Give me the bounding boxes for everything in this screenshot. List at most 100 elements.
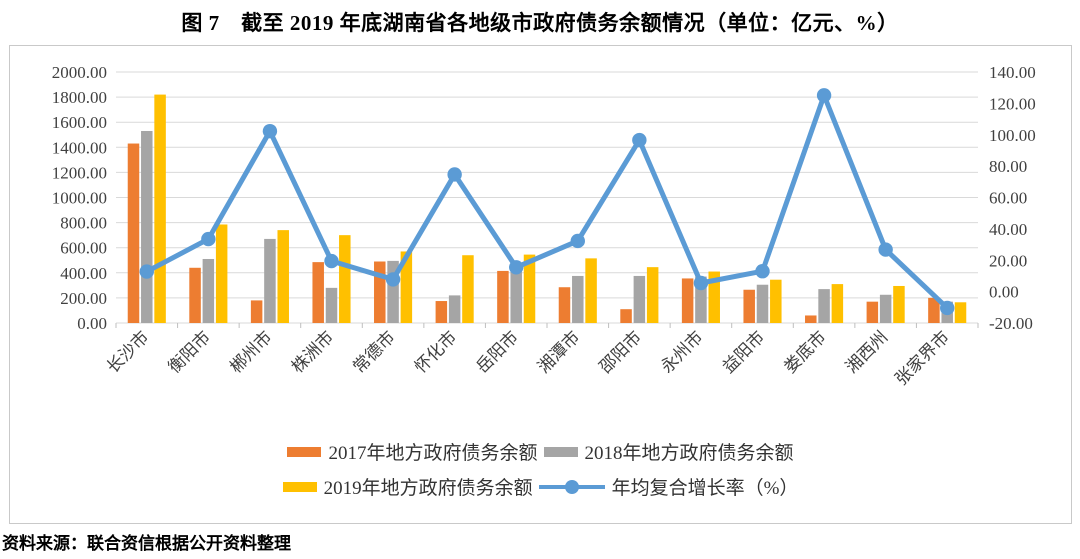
bar <box>572 275 584 323</box>
line-marker <box>385 272 401 287</box>
bar <box>523 254 536 323</box>
legend-label-growth-rate: 年均复合增长率（%） <box>611 478 799 499</box>
line-marker <box>324 253 339 269</box>
left-axis-tick-label: 2000.00 <box>52 63 107 82</box>
x-axis-label: 湘西州 <box>842 327 891 376</box>
chart-area: 0.00 200.00 400.00 600.00 800.00 1000.00 1200.… <box>9 45 1072 524</box>
legend-label-2017: 2017年地方政府债务余额 <box>328 443 538 464</box>
bar <box>497 270 509 323</box>
line-marker <box>693 275 709 291</box>
left-axis-tick-label: 1600.00 <box>52 113 107 132</box>
right-axis-tick-label: 60.00 <box>989 189 1027 208</box>
line-marker <box>201 231 216 247</box>
x-axis-label: 株洲市 <box>288 327 337 376</box>
legend-item-growth-rate: 年均复合增长率（%） <box>538 473 799 500</box>
x-axis-label: 永州市 <box>657 327 706 376</box>
bar <box>277 230 289 323</box>
bar <box>770 279 782 323</box>
line-marker <box>755 264 770 279</box>
legend-label-2018: 2018年地方政府债务余额 <box>584 443 794 464</box>
legend-line-marker-icon <box>538 479 605 495</box>
right-axis-tick-label: 0.00 <box>989 283 1019 302</box>
bar <box>879 294 892 323</box>
bar <box>805 315 817 323</box>
legend-item-2019: 2019年地方政府债务余额 <box>282 473 533 500</box>
line-marker <box>139 264 154 279</box>
right-axis-tick-label: 40.00 <box>989 220 1027 239</box>
bar <box>866 301 879 323</box>
legend-swatch-2018 <box>543 446 578 457</box>
bar <box>387 260 399 323</box>
left-axis-tick-label: 200.00 <box>60 289 107 308</box>
bar <box>400 251 413 323</box>
left-axis-tick-label: 600.00 <box>60 239 107 258</box>
left-axis-tick-label: 1800.00 <box>52 88 107 107</box>
right-axis-tick-label: 140.00 <box>989 63 1036 82</box>
bar <box>339 235 351 323</box>
x-axis-label: 常德市 <box>349 327 398 376</box>
legend-row-1: 2017年地方政府债务余额 2018年地方政府债务余额 <box>287 438 794 465</box>
bar <box>215 224 228 323</box>
line-marker <box>509 260 524 275</box>
line-marker <box>447 167 462 182</box>
left-axis-tick-label: 800.00 <box>60 214 107 233</box>
x-axis-label: 益阳市 <box>719 327 768 376</box>
x-axis-label: 邵阳市 <box>596 327 645 376</box>
legend-row-2: 2019年地方政府债务余额 年均复合增长率（%） <box>282 473 799 500</box>
bar <box>646 267 659 323</box>
legend-swatch-2017 <box>287 446 322 457</box>
right-axis-tick-label: 20.00 <box>989 251 1027 270</box>
bar <box>708 271 720 323</box>
bar <box>831 284 844 323</box>
x-axis-label: 张家界市 <box>892 327 954 389</box>
growth-rate-line <box>145 92 949 310</box>
x-axis-label: 长沙市 <box>103 327 152 376</box>
bar <box>325 287 338 323</box>
legend-label-2019: 2019年地方政府债务余额 <box>323 478 533 499</box>
legend-swatch-2019 <box>282 481 317 492</box>
bar <box>633 275 646 323</box>
bar <box>448 295 461 323</box>
bar <box>756 284 769 323</box>
left-axis-tick-label: 1000.00 <box>52 189 107 208</box>
x-axis-label: 怀化市 <box>411 327 460 376</box>
legend-item-2018: 2018年地方政府债务余额 <box>543 438 794 465</box>
bar <box>585 258 597 323</box>
source-note: 资料来源：联合资信根据公开资料整理 <box>2 534 291 553</box>
right-axis-tick-label: 80.00 <box>989 157 1027 176</box>
line-marker <box>878 242 893 257</box>
line-marker <box>262 123 278 139</box>
bar <box>141 130 153 323</box>
x-axis-label: 衡阳市 <box>165 327 214 376</box>
bar <box>312 262 324 323</box>
legend-item-2017: 2017年地方政府债务余额 <box>287 438 538 465</box>
left-axis-tick-label: 400.00 <box>60 264 107 283</box>
chart-legend: 2017年地方政府债务余额 2018年地方政府债务余额 2019年地方政府债务余… <box>10 438 1071 500</box>
bar <box>681 278 694 323</box>
left-axis-tick-label: 1200.00 <box>52 163 107 182</box>
x-axis-label: 娄底市 <box>780 327 829 376</box>
line-marker <box>632 132 647 148</box>
bar <box>510 267 522 323</box>
bar <box>893 285 905 323</box>
bar <box>189 267 201 323</box>
combo-chart: 0.00 200.00 400.00 600.00 800.00 1000.00 1200.… <box>52 63 1036 389</box>
chart-title: 图 7 截至 2019 年底湖南省各地级市政府债务余额情况（单位：亿元、%） <box>181 11 899 35</box>
left-axis-tick-label: 0.00 <box>77 314 107 333</box>
right-axis-tick-label: 100.00 <box>989 126 1036 145</box>
bar <box>695 276 707 323</box>
bar <box>374 261 386 323</box>
bar <box>928 297 940 323</box>
line-marker <box>816 88 832 103</box>
right-axis-tick-label: 120.00 <box>989 94 1036 113</box>
left-axis-tick-label: 1400.00 <box>52 138 107 157</box>
line-marker <box>570 233 585 249</box>
x-axis-label: 郴州市 <box>226 327 275 376</box>
bar <box>154 94 166 323</box>
legend-line-dot <box>564 479 579 494</box>
bar <box>127 143 140 323</box>
x-axis-label: 岳阳市 <box>473 327 522 376</box>
bar <box>264 238 276 323</box>
bar <box>250 300 263 323</box>
